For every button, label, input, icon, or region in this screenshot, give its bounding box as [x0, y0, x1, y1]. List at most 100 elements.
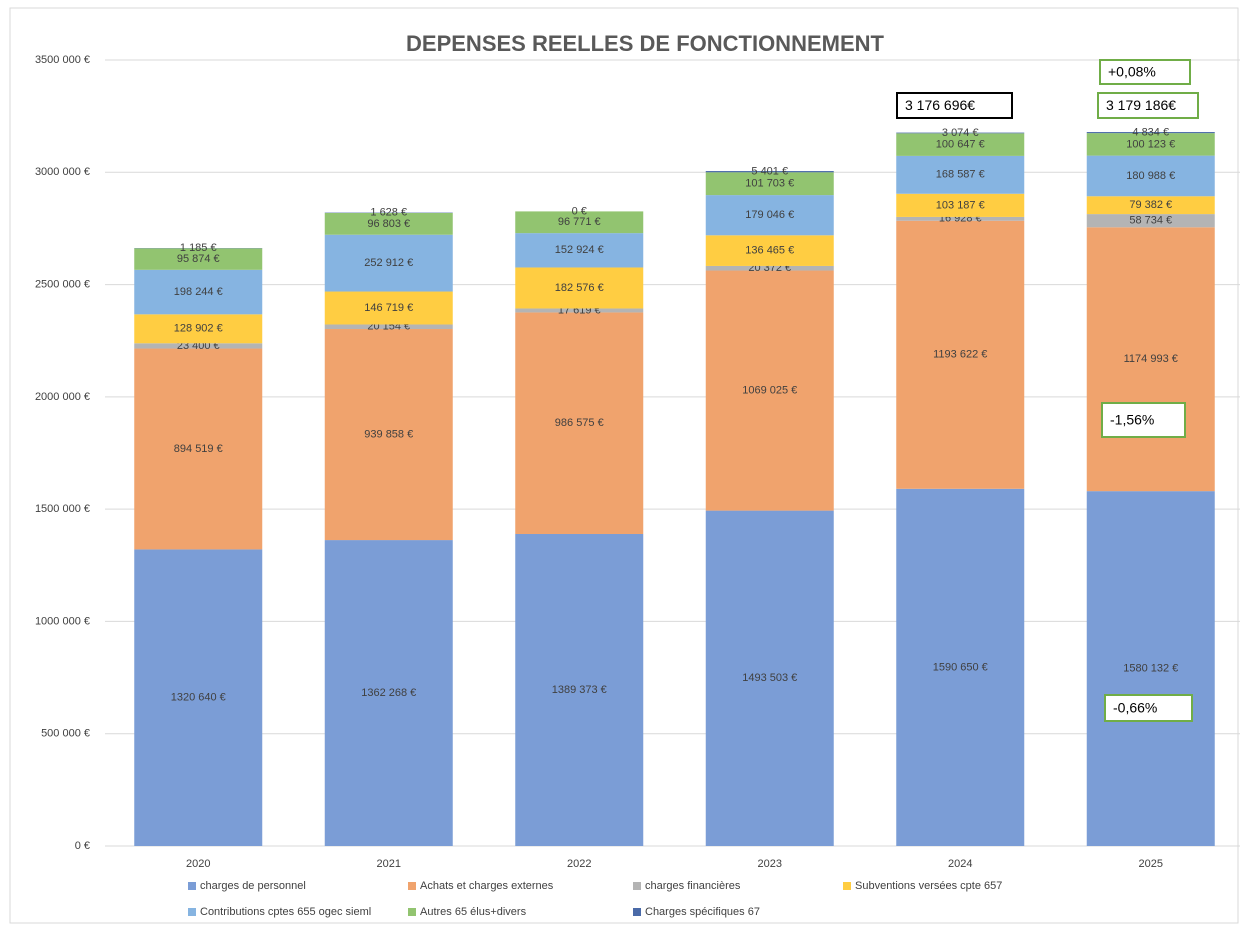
data-label: 136 465 € — [745, 245, 794, 257]
data-label: 4 834 € — [1132, 126, 1169, 138]
data-label: 894 519 € — [174, 443, 223, 455]
data-label: 152 924 € — [555, 244, 604, 256]
legend-label: Contributions cptes 655 ogec sieml — [200, 906, 371, 918]
annotation: +0,08% — [1108, 64, 1156, 80]
bar-segment — [324, 329, 453, 541]
annotation-box — [1097, 92, 1199, 119]
bar-segment — [1086, 155, 1215, 197]
legend-swatch — [188, 908, 196, 916]
data-label: 252 912 € — [364, 257, 413, 269]
data-label: 939 858 € — [364, 428, 413, 440]
data-label: 96 803 € — [367, 218, 410, 230]
annotation-box — [1104, 694, 1193, 722]
bar-segment — [1086, 491, 1215, 846]
data-label: 96 771 € — [558, 216, 601, 228]
legend-swatch — [633, 908, 641, 916]
bar-segment — [1086, 196, 1215, 215]
data-label: 1069 025 € — [742, 384, 797, 396]
y-tick-label: 2000 000 € — [35, 391, 90, 403]
y-tick-label: 500 000 € — [41, 728, 90, 740]
bar-segment — [705, 172, 834, 196]
bar-segment — [324, 291, 453, 325]
bar-segment — [896, 155, 1025, 194]
annotation: 3 176 696€ — [905, 97, 975, 113]
data-label: 128 902 € — [174, 323, 223, 335]
bar-segment — [324, 540, 453, 846]
legend-swatch — [408, 908, 416, 916]
bar-segment — [1086, 214, 1215, 228]
bar-segment — [515, 211, 644, 234]
data-label: 1362 268 € — [361, 687, 416, 699]
bar-segment — [896, 132, 1025, 134]
bar-segment — [324, 212, 453, 235]
legend-swatch — [843, 882, 851, 890]
bar-segment — [705, 235, 834, 266]
bar-segment — [896, 220, 1025, 489]
bar-segment — [515, 233, 644, 268]
data-label: 1174 993 € — [1124, 353, 1178, 365]
bar-segment — [896, 488, 1025, 846]
legend-swatch — [188, 882, 196, 890]
data-label: 5 401 € — [751, 166, 788, 178]
legend-swatch — [633, 882, 641, 890]
data-label: 3 074 € — [942, 127, 979, 139]
bar-segment — [515, 533, 644, 846]
data-label: 1193 622 € — [933, 349, 987, 361]
legend-label: Achats et charges externes — [420, 880, 554, 892]
legend-label: Autres 65 élus+divers — [420, 906, 527, 918]
bar-segment — [134, 549, 263, 846]
bar-segment — [1086, 227, 1215, 492]
chart-title: DEPENSES REELLES DE FONCTIONNEMENT — [406, 31, 885, 56]
bar-segment — [515, 308, 644, 313]
annotation: 3 179 186€ — [1106, 97, 1176, 113]
y-tick-label: 2500 000 € — [35, 278, 90, 290]
legend-label: charges financières — [645, 880, 741, 892]
bar-segment — [134, 269, 263, 315]
bar-segment — [896, 216, 1025, 221]
y-tick-label: 1500 000 € — [35, 503, 90, 515]
data-label: 1590 650 € — [933, 661, 988, 673]
bar-segment — [1086, 132, 1215, 134]
data-label: 103 187 € — [936, 199, 985, 211]
bar-segment — [896, 133, 1025, 156]
y-tick-label: 3000 000 € — [35, 166, 90, 178]
bar-segment — [134, 248, 263, 270]
data-label: 100 123 € — [1126, 138, 1175, 150]
legend-label: charges de personnel — [200, 880, 306, 892]
x-tick-label: 2021 — [377, 858, 401, 870]
bar-segment — [324, 234, 453, 292]
data-label: 168 587 € — [936, 169, 985, 181]
x-tick-label: 2023 — [758, 858, 782, 870]
data-label: 95 874 € — [177, 253, 220, 265]
data-label: 180 988 € — [1126, 170, 1175, 182]
bar-segment — [705, 171, 834, 173]
legend-label: Subventions versées cpte 657 — [855, 880, 1002, 892]
bar-segment — [705, 265, 834, 271]
y-tick-label: 1000 000 € — [35, 615, 90, 627]
annotation-box — [1099, 59, 1191, 85]
bar-segment — [896, 193, 1025, 217]
data-label: 1580 132 € — [1123, 662, 1178, 674]
data-label: 146 719 € — [364, 302, 413, 314]
data-label: 58 734 € — [1129, 215, 1172, 227]
data-label: 1493 503 € — [742, 672, 797, 684]
bar-segment — [705, 195, 834, 236]
bar-segment — [134, 343, 263, 349]
legend-swatch — [408, 882, 416, 890]
bar-segment — [1086, 133, 1215, 156]
data-label: 182 576 € — [555, 282, 604, 294]
data-label: 79 382 € — [1129, 199, 1172, 211]
data-label: 1320 640 € — [171, 692, 226, 704]
annotation: -1,56% — [1110, 412, 1154, 428]
bar-segment — [134, 314, 263, 344]
bar-segment — [705, 270, 834, 511]
x-tick-label: 2025 — [1139, 858, 1163, 870]
x-tick-label: 2024 — [948, 858, 972, 870]
data-label: 1 628 € — [370, 207, 407, 219]
annotation: -0,66% — [1113, 700, 1157, 716]
data-label: 198 244 € — [174, 286, 223, 298]
chart-frame — [9, 7, 1239, 924]
x-tick-label: 2022 — [567, 858, 591, 870]
bar-segment — [324, 324, 453, 330]
x-tick-label: 2020 — [186, 858, 210, 870]
